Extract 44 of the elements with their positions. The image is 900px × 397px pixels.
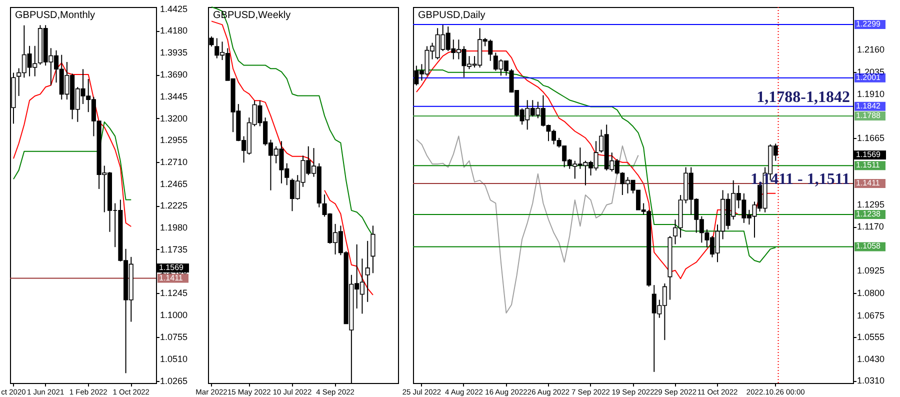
y-tick-label: 1.0675 [857,310,885,320]
y-tick-label: 1.0555 [857,332,885,342]
y-tick-label: 1.2955 [160,135,188,146]
y-tick-label: 1.1910 [857,89,885,100]
ref-line-label: 1.1842 [856,101,882,110]
candlestick [370,225,376,274]
ref-line-label: 1.1238 [856,210,882,219]
y-tick-label: 1.3690 [160,70,188,80]
y-tick-label: 1.1665 [857,133,885,144]
y-tick-label: 1.0510 [160,354,188,364]
chart-title: GBPUSD,Daily [418,10,486,21]
y-tick-label: 1.0800 [857,288,885,298]
y-tick-label: 1.2160 [857,44,885,54]
y-tick-label: 1.0430 [857,354,885,364]
y-tick-label: 1.2710 [160,157,188,168]
y-tick-label: 1.0265 [160,376,188,386]
y-tick-label: 1.0925 [857,266,885,276]
y-tick-label: 1.4425 [160,4,188,14]
y-tick-label: 1.1980 [160,222,188,232]
y-tick-label: 1.2465 [160,179,188,190]
chart-title: GBPUSD,Monthly [15,10,96,21]
y-tick-label: 1.3445 [160,91,188,102]
ref-line-label: 1.1511 [856,160,880,170]
ref-line-label: 1.1058 [856,242,882,251]
y-tick-label: 1.1170 [857,222,884,232]
ref-line-label: 1.1411 [856,178,880,188]
y-tick-label: 1.4180 [160,26,188,36]
y-tick-label: 1.1735 [160,244,188,254]
y-tick-label: 1.0755 [160,332,188,342]
candlestick [365,240,370,302]
y-tick-label: 1.2225 [160,200,188,211]
annotation: 1,1788-1,1842 [756,89,850,106]
y-tick-label: 1.0310 [857,376,885,386]
y-tick-label: 1.1245 [160,288,188,298]
text: 1.1569 [159,263,184,272]
y-tick-label: 1.1295 [857,199,885,210]
text: 1.1569 [856,150,882,159]
ref-line-label: 1.2299 [856,20,882,29]
y-tick-label: 1.3935 [160,48,188,58]
ref-line-label: 1.1788 [856,111,882,120]
line-series [12,121,132,200]
y-tick-label: 1.1000 [160,310,188,320]
line-series [416,136,639,314]
y-tick-label: 1.3200 [160,113,188,124]
